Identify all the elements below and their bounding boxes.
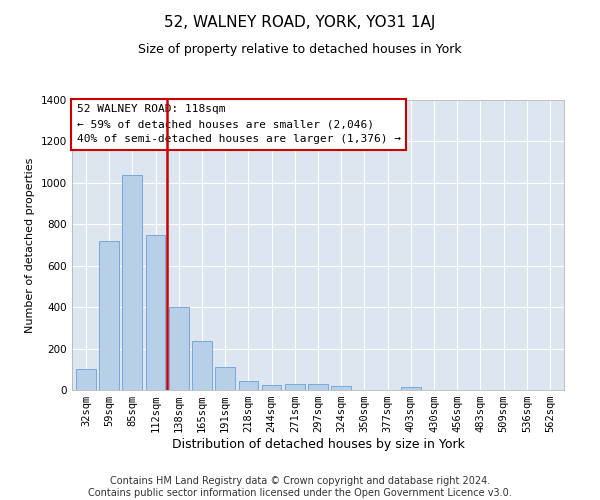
Text: 52, WALNEY ROAD, YORK, YO31 1AJ: 52, WALNEY ROAD, YORK, YO31 1AJ (164, 15, 436, 30)
Bar (262, 385, 281, 390)
X-axis label: Distribution of detached houses by size in York: Distribution of detached houses by size … (172, 438, 464, 451)
Bar (285, 384, 305, 390)
Text: 52 WALNEY ROAD: 118sqm
← 59% of detached houses are smaller (2,046)
40% of semi-: 52 WALNEY ROAD: 118sqm ← 59% of detached… (77, 104, 401, 144)
Bar (215, 367, 235, 390)
Bar (401, 387, 421, 390)
Bar (169, 307, 188, 390)
Bar (192, 342, 212, 390)
Text: Contains HM Land Registry data © Crown copyright and database right 2024.
Contai: Contains HM Land Registry data © Crown c… (88, 476, 512, 498)
Bar (146, 234, 166, 390)
Y-axis label: Number of detached properties: Number of detached properties (25, 158, 35, 332)
Bar (239, 380, 258, 390)
Bar (122, 174, 142, 390)
Text: Size of property relative to detached houses in York: Size of property relative to detached ho… (138, 42, 462, 56)
Bar (308, 384, 328, 390)
Bar (331, 386, 351, 390)
Bar (99, 241, 119, 390)
Bar (76, 370, 96, 390)
